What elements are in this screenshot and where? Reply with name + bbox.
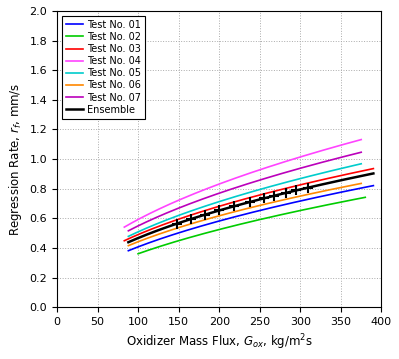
Test No. 03 <box>186 214 191 218</box>
Ensemble <box>189 217 194 221</box>
Test No. 03 <box>235 199 239 203</box>
Line: Test No. 07: Test No. 07 <box>128 152 361 231</box>
Test No. 04 <box>229 177 234 182</box>
Test No. 05 <box>281 181 286 185</box>
Test No. 05 <box>263 186 268 190</box>
Ensemble <box>126 240 131 244</box>
Test No. 06 <box>263 202 268 206</box>
Test No. 01 <box>290 201 294 205</box>
Test No. 07 <box>301 165 306 169</box>
Ensemble <box>237 203 242 207</box>
Test No. 07 <box>167 210 172 214</box>
Test No. 02 <box>239 222 243 226</box>
Test No. 01 <box>371 183 376 188</box>
Test No. 04 <box>300 154 305 158</box>
Test No. 05 <box>231 195 236 199</box>
Test No. 05 <box>167 216 172 221</box>
Line: Test No. 02: Test No. 02 <box>138 197 365 254</box>
Line: Test No. 06: Test No. 06 <box>128 183 361 246</box>
Ensemble <box>271 194 275 198</box>
Test No. 06 <box>301 193 306 197</box>
X-axis label: Oxidizer Mass Flux, $G_{ox}$, kg/m$^2$s: Oxidizer Mass Flux, $G_{ox}$, kg/m$^2$s <box>126 332 313 352</box>
Test No. 06 <box>281 197 286 202</box>
Test No. 03 <box>122 239 127 243</box>
Test No. 05 <box>186 210 191 214</box>
Ensemble <box>169 223 174 228</box>
Test No. 05 <box>301 176 306 180</box>
Ensemble <box>310 185 315 189</box>
Test No. 02 <box>194 233 199 238</box>
Test No. 03 <box>288 185 293 189</box>
Test No. 04 <box>261 166 266 171</box>
Test No. 07 <box>359 150 363 154</box>
Line: Test No. 04: Test No. 04 <box>124 140 361 227</box>
Test No. 01 <box>189 227 194 231</box>
Test No. 03 <box>269 190 273 194</box>
Test No. 02 <box>287 211 292 215</box>
Ensemble <box>371 171 376 176</box>
Test No. 04 <box>164 204 169 208</box>
Test No. 02 <box>136 252 140 256</box>
Test No. 01 <box>237 214 242 218</box>
Test No. 07 <box>231 186 236 191</box>
Test No. 01 <box>126 248 131 253</box>
Test No. 02 <box>307 206 312 211</box>
Test No. 02 <box>270 215 275 219</box>
Test No. 06 <box>186 223 191 227</box>
Y-axis label: Regression Rate, $r_f$, mm/s: Regression Rate, $r_f$, mm/s <box>7 82 24 236</box>
Test No. 03 <box>371 167 376 171</box>
Test No. 03 <box>166 221 171 225</box>
Legend: Test No. 01, Test No. 02, Test No. 03, Test No. 04, Test No. 05, Test No. 06, Te: Test No. 01, Test No. 02, Test No. 03, T… <box>62 16 145 118</box>
Test No. 04 <box>359 137 363 142</box>
Test No. 04 <box>122 225 127 229</box>
Test No. 03 <box>310 180 314 184</box>
Test No. 01 <box>271 205 275 210</box>
Test No. 07 <box>281 171 286 175</box>
Test No. 06 <box>231 210 236 214</box>
Ensemble <box>290 189 294 194</box>
Test No. 02 <box>363 195 367 200</box>
Test No. 01 <box>169 233 174 237</box>
Line: Test No. 03: Test No. 03 <box>124 169 373 241</box>
Test No. 07 <box>186 202 191 206</box>
Test No. 04 <box>280 160 285 164</box>
Test No. 06 <box>126 243 131 248</box>
Test No. 06 <box>359 181 363 186</box>
Test No. 04 <box>183 195 188 200</box>
Line: Test No. 01: Test No. 01 <box>128 186 373 251</box>
Test No. 06 <box>167 228 172 233</box>
Line: Test No. 05: Test No. 05 <box>128 164 361 236</box>
Test No. 05 <box>359 162 363 166</box>
Test No. 05 <box>126 234 131 238</box>
Test No. 07 <box>263 176 268 181</box>
Test No. 02 <box>176 239 181 243</box>
Line: Ensemble: Ensemble <box>128 173 373 242</box>
Test No. 01 <box>310 196 315 200</box>
Test No. 07 <box>126 229 131 233</box>
